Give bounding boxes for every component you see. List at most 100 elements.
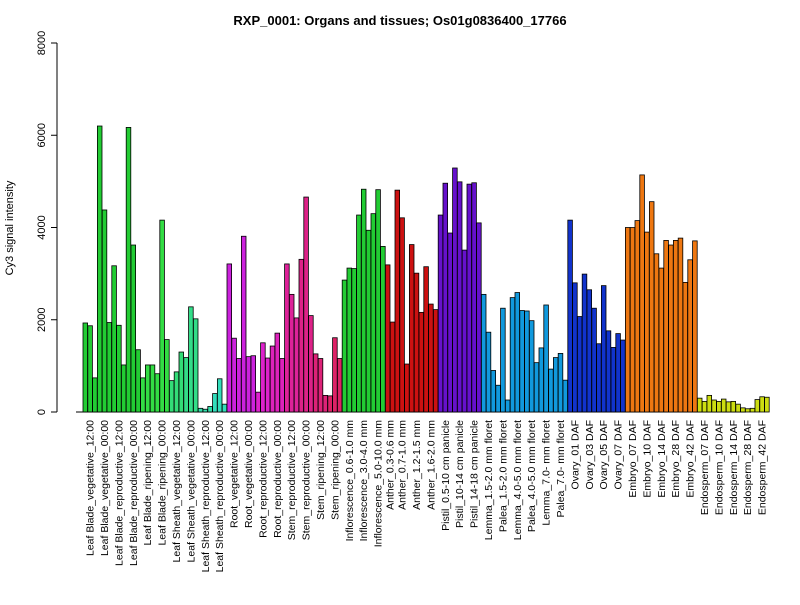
bar (111, 265, 117, 413)
x-axis-labels: Leaf Blade_vegetative_12:00 Leaf Blade_ve… (85, 420, 769, 573)
y-tick-label: 2000 (36, 308, 48, 332)
bar (437, 214, 444, 413)
bar (644, 231, 650, 413)
x-tick-label: Anther_1.6-2.0 mm (425, 420, 437, 510)
bar (346, 267, 352, 413)
bar (399, 217, 405, 413)
x-tick-label: Ovary_07 DAF (613, 420, 625, 489)
bar (159, 219, 165, 413)
bar (173, 371, 180, 413)
bar (485, 331, 492, 413)
bar (207, 406, 213, 413)
x-tick-label: Endosperm_42 DAF (757, 420, 769, 515)
bar (572, 282, 578, 413)
x-tick-label: Anther_0.3-0.6 mm (385, 420, 397, 510)
x-tick-label: Palea_7.0- mm floret (555, 420, 567, 518)
bar (82, 322, 88, 413)
bar (706, 394, 712, 413)
bar (442, 182, 448, 413)
x-tick-label: Root_reproductive_12:00 (257, 420, 269, 538)
bar (577, 316, 583, 413)
bar (529, 320, 535, 413)
x-tick-label: Stem_reproductive_12:00 (286, 420, 298, 540)
bar (394, 189, 400, 413)
bar (519, 310, 525, 413)
bar (164, 339, 170, 413)
bar (548, 368, 554, 413)
x-tick-label: Leaf Sheath_reproductive_12:00 (200, 420, 212, 573)
bar (663, 240, 669, 413)
bar (322, 394, 328, 413)
bar (625, 227, 631, 413)
y-tick-label: 6000 (36, 123, 48, 147)
bar (730, 400, 736, 413)
x-tick-label: Ovary_01 DAF (569, 420, 581, 489)
bar (562, 379, 568, 413)
bar (701, 400, 708, 413)
bar (557, 353, 564, 413)
x-tick-label: Inflorescence_5.0-10.0 mm (373, 420, 385, 547)
bar (384, 264, 391, 413)
bar (212, 393, 218, 413)
bar (389, 321, 396, 413)
bar (764, 396, 770, 413)
bar (725, 401, 732, 413)
bar (327, 395, 333, 413)
bar (735, 403, 741, 413)
bar (130, 244, 136, 413)
bar (274, 332, 280, 413)
bar (168, 380, 175, 413)
x-tick-label: Anther_0.7-1.0 mm (397, 420, 409, 510)
x-tick-label: Pistil_14-18 cm panicle (469, 420, 481, 528)
bar (92, 377, 98, 413)
bar (370, 213, 376, 413)
bar (509, 297, 516, 413)
bar (178, 351, 184, 413)
bar (567, 219, 573, 413)
x-tick-label: Leaf Blade_vegetative_12:00 (85, 420, 97, 556)
bar (202, 408, 208, 413)
bar (125, 127, 132, 413)
x-tick-label: Lemma_1.5-2.0 mm floret (483, 420, 495, 540)
x-tick-label: Stem_reproductive_00:00 (301, 420, 313, 540)
bar (413, 272, 420, 413)
bar (745, 408, 751, 413)
bar (591, 307, 597, 413)
bar (759, 396, 765, 413)
bar (293, 317, 300, 413)
bar (682, 281, 688, 413)
bar (423, 266, 429, 413)
bar (428, 303, 434, 413)
bar (456, 181, 463, 413)
bar (490, 370, 496, 413)
bar (581, 273, 588, 413)
y-tick-label: 4000 (36, 215, 48, 239)
bar (697, 397, 703, 413)
x-tick-label: Leaf Sheath_vegetative_12:00 (171, 420, 183, 563)
bar (418, 311, 424, 413)
bar (97, 125, 103, 413)
bar (639, 174, 645, 413)
x-tick-label: Root_vegetative_12:00 (229, 420, 241, 528)
bar (356, 214, 362, 413)
bar (500, 307, 506, 413)
bar (504, 399, 511, 413)
bar (360, 188, 367, 413)
bar (620, 339, 626, 413)
bar (116, 324, 122, 413)
x-tick-label: Endosperm_07 DAF (699, 420, 711, 515)
bar (308, 315, 314, 413)
bar (404, 363, 410, 413)
x-tick-label: Palea_1.5-2.0 mm floret (497, 420, 509, 532)
bar (668, 244, 674, 413)
x-tick-label: Leaf Blade_vegetative_00:00 (99, 420, 111, 556)
bar (269, 345, 276, 413)
bar (471, 182, 477, 413)
x-tick-label: Embryo_10 DAF (641, 420, 653, 498)
bar (629, 227, 636, 413)
bar (480, 293, 487, 413)
bar (240, 235, 247, 413)
bar (586, 289, 592, 413)
bar (538, 347, 544, 413)
